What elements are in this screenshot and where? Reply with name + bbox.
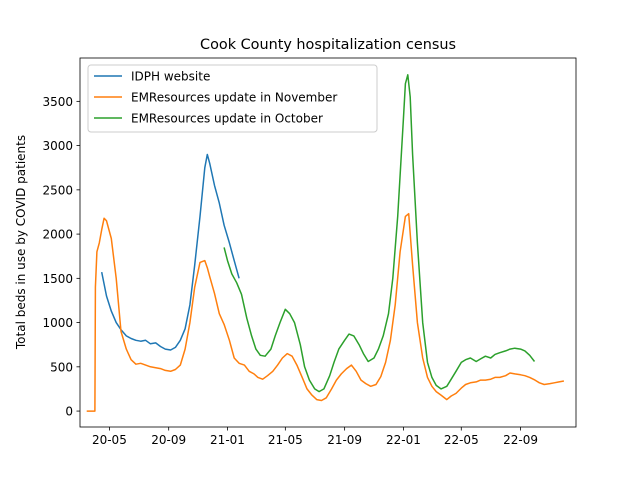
- y-tick-label: 1500: [42, 272, 73, 286]
- y-tick-label: 3500: [42, 95, 73, 109]
- y-tick-label: 1000: [42, 316, 73, 330]
- x-axis: 20-05 20-09 21-01 21-05 21-09 22-01 22-05 22-09: [92, 427, 538, 447]
- legend-label: IDPH website: [131, 70, 210, 84]
- legend-box: [87, 64, 378, 133]
- x-tick-label: 21-09: [327, 433, 362, 447]
- x-tick-label: 22-09: [503, 433, 538, 447]
- y-tick-label: 2000: [42, 228, 73, 242]
- y-tick-label: 3000: [42, 139, 73, 153]
- y-axis: 0 500 1000 1500 2000 2500 3000 3500: [42, 95, 80, 419]
- y-tick-label: 0: [65, 405, 73, 419]
- legend-label: EMResources update in November: [131, 91, 337, 105]
- y-tick-label: 500: [50, 360, 73, 374]
- x-tick-label: 22-05: [444, 433, 479, 447]
- legend: IDPH website EMResources update in Novemb…: [87, 64, 378, 133]
- x-tick-label: 21-05: [268, 433, 303, 447]
- y-tick-label: 2500: [42, 183, 73, 197]
- plot-frame: [79, 57, 577, 428]
- series-line-2: [86, 212, 565, 412]
- series-line-1: [100, 153, 240, 351]
- series-lines: [86, 74, 565, 412]
- x-tick-label: 21-01: [210, 433, 245, 447]
- x-tick-label: 20-05: [92, 433, 127, 447]
- chart-title: Cook County hospitalization census: [200, 37, 456, 53]
- series-line-3: [223, 74, 536, 393]
- x-tick-label: 22-01: [386, 433, 421, 447]
- legend-label: EMResources update in October: [131, 112, 323, 126]
- x-tick-label: 20-09: [151, 433, 186, 447]
- y-axis-label: Total beds in use by COVID patients: [14, 135, 28, 350]
